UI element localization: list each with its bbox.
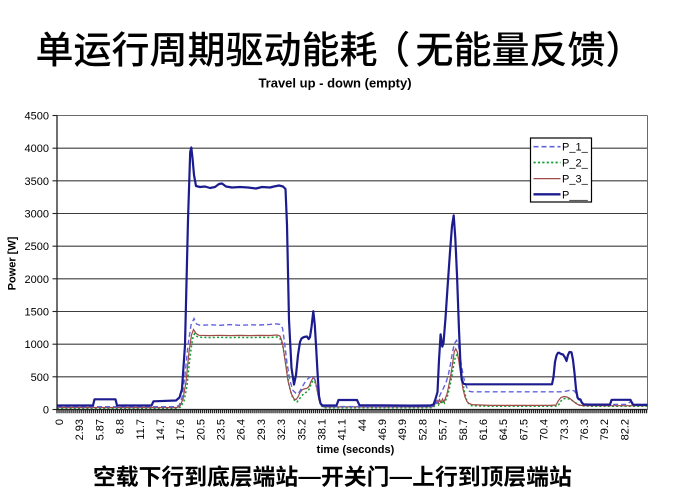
svg-text:32.3: 32.3 [276, 419, 288, 440]
svg-text:500: 500 [31, 372, 49, 384]
svg-text:3000: 3000 [25, 209, 49, 221]
svg-text:64.5: 64.5 [498, 419, 510, 440]
svg-text:44: 44 [357, 419, 369, 431]
svg-text:P___: P___ [562, 189, 589, 201]
svg-text:20.5: 20.5 [195, 419, 207, 440]
svg-text:2.93: 2.93 [74, 419, 86, 440]
svg-text:2000: 2000 [25, 274, 49, 286]
svg-text:P_2_: P_2_ [562, 158, 589, 170]
svg-text:38.1: 38.1 [317, 419, 329, 440]
svg-text:55.7: 55.7 [438, 419, 450, 440]
svg-text:49.9: 49.9 [397, 419, 409, 440]
svg-text:52.8: 52.8 [417, 419, 429, 440]
svg-text:26.4: 26.4 [236, 419, 248, 440]
svg-text:3500: 3500 [25, 176, 49, 188]
svg-text:Travel up - down (empty): Travel up - down (empty) [258, 76, 411, 91]
svg-text:14.7: 14.7 [155, 419, 167, 440]
svg-text:23.5: 23.5 [216, 419, 228, 440]
svg-text:70.4: 70.4 [539, 419, 551, 440]
svg-text:82.2: 82.2 [619, 419, 631, 440]
svg-text:time (seconds): time (seconds) [317, 444, 395, 456]
svg-text:0: 0 [43, 405, 49, 417]
svg-text:79.2: 79.2 [599, 419, 611, 440]
svg-text:11.7: 11.7 [135, 419, 147, 440]
svg-text:67.5: 67.5 [518, 419, 530, 440]
svg-text:46.9: 46.9 [377, 419, 389, 440]
svg-text:P_3_: P_3_ [562, 174, 589, 186]
svg-text:17.6: 17.6 [175, 419, 187, 440]
svg-text:P_1_: P_1_ [562, 142, 589, 154]
svg-text:8.8: 8.8 [115, 419, 127, 434]
svg-text:4000: 4000 [25, 143, 49, 155]
svg-text:29.3: 29.3 [256, 419, 268, 440]
svg-text:41.1: 41.1 [337, 419, 349, 440]
svg-text:76.3: 76.3 [579, 419, 591, 440]
svg-text:1000: 1000 [25, 339, 49, 351]
svg-text:73.3: 73.3 [559, 419, 571, 440]
svg-text:61.6: 61.6 [478, 419, 490, 440]
svg-text:5.87: 5.87 [94, 419, 106, 440]
svg-text:0: 0 [54, 419, 66, 425]
svg-text:Power [W]: Power [W] [7, 236, 19, 290]
svg-text:2500: 2500 [25, 241, 49, 253]
svg-text:35.2: 35.2 [296, 419, 308, 440]
svg-text:1500: 1500 [25, 307, 49, 319]
svg-text:4500: 4500 [25, 111, 49, 123]
svg-text:58.7: 58.7 [458, 419, 470, 440]
